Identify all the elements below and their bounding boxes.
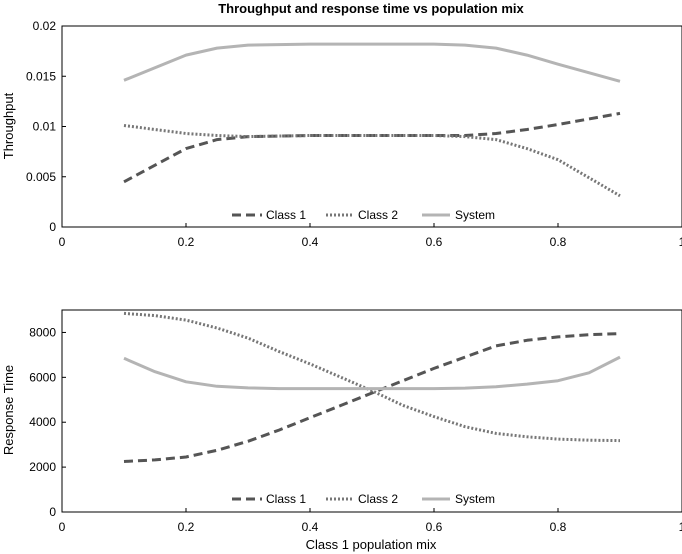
throughput-series-system-line bbox=[123, 42, 621, 83]
throughput-y-axis-label: Throughput bbox=[1, 92, 16, 159]
response-time-series-system-line bbox=[123, 355, 621, 391]
response-time-series-class-1-line bbox=[123, 332, 621, 463]
x-axis-label: Class 1 population mix bbox=[306, 537, 437, 552]
response-time-x-tick-label-0: 0 bbox=[59, 520, 66, 534]
throughput-ticks: 0 0.2 0.4 0.6 0.8 1 0 0.005 0.01 0.015 0.02 bbox=[26, 19, 682, 249]
throughput-panel: 0 0.2 0.4 0.6 0.8 1 0 0.005 0.01 0.015 0.02 Throug… bbox=[1, 19, 682, 249]
response-time-ticks: 0 0.2 0.4 0.6 0.8 1 0 2000 4000 6000 8000 bbox=[29, 325, 682, 534]
throughput-series-class-2-line bbox=[123, 124, 621, 198]
throughput-legend-system-label: System bbox=[455, 208, 495, 222]
response-time-y-tick-label-2: 4000 bbox=[29, 415, 56, 429]
throughput-series-class-1-line bbox=[123, 111, 621, 184]
throughput-y-tick-label-2: 0.01 bbox=[33, 120, 57, 134]
response-time-series-class-2-line bbox=[123, 311, 621, 443]
response-time-legend: Class 1 Class 2 System bbox=[232, 492, 495, 506]
response-time-y-tick-label-1: 2000 bbox=[29, 460, 56, 474]
chart-title: Throughput and response time vs populati… bbox=[218, 1, 524, 16]
throughput-legend-class2-label: Class 2 bbox=[358, 208, 398, 222]
response-time-x-tick-label-1: 0.2 bbox=[178, 520, 195, 534]
throughput-legend-class1-label: Class 1 bbox=[266, 208, 306, 222]
response-time-series bbox=[123, 311, 621, 463]
throughput-x-tick-label-1: 0.2 bbox=[178, 235, 195, 249]
throughput-plot-frame bbox=[61, 25, 682, 228]
response-time-y-tick-label-3: 6000 bbox=[29, 370, 56, 384]
throughput-series bbox=[123, 42, 621, 198]
response-time-y-tick-label-4: 8000 bbox=[29, 325, 56, 339]
response-time-y-tick-label-0: 0 bbox=[49, 505, 56, 519]
response-time-panel: 0 0.2 0.4 0.6 0.8 1 0 2000 4000 6000 8000 Response… bbox=[1, 309, 682, 552]
response-time-x-tick-label-4: 0.8 bbox=[550, 520, 567, 534]
response-time-legend-class2-label: Class 2 bbox=[358, 492, 398, 506]
response-time-x-tick-label-2: 0.4 bbox=[302, 520, 319, 534]
response-time-x-tick-label-3: 0.6 bbox=[426, 520, 443, 534]
response-time-y-axis-label: Response Time bbox=[1, 365, 16, 455]
throughput-x-tick-label-4: 0.8 bbox=[550, 235, 567, 249]
throughput-x-tick-label-0: 0 bbox=[59, 235, 66, 249]
response-time-legend-class1-label: Class 1 bbox=[266, 492, 306, 506]
response-time-plot-frame bbox=[61, 309, 682, 513]
response-time-legend-system-label: System bbox=[455, 492, 495, 506]
throughput-y-tick-label-4: 0.02 bbox=[33, 19, 57, 33]
throughput-legend: Class 1 Class 2 System bbox=[232, 208, 495, 222]
throughput-y-tick-label-3: 0.015 bbox=[26, 69, 56, 83]
throughput-y-tick-label-0: 0 bbox=[49, 220, 56, 234]
throughput-x-tick-label-3: 0.6 bbox=[426, 235, 443, 249]
throughput-y-tick-label-1: 0.005 bbox=[26, 170, 56, 184]
response-time-x-tick-label-5: 1 bbox=[679, 520, 682, 534]
throughput-x-tick-label-5: 1 bbox=[679, 235, 682, 249]
throughput-x-tick-label-2: 0.4 bbox=[302, 235, 319, 249]
